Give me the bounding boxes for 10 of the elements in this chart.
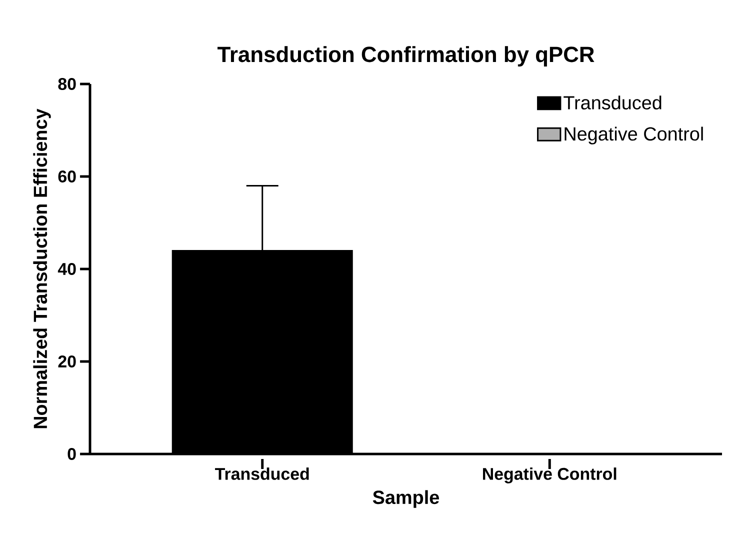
y-tick-label: 40 bbox=[58, 263, 76, 275]
legend-label: Transduced bbox=[564, 96, 662, 110]
x-axis-title: Sample bbox=[372, 490, 440, 508]
y-tick-label: 20 bbox=[58, 356, 76, 368]
y-axis-title: Normalized Transduction Efficiency bbox=[33, 108, 51, 428]
y-tick-label: 60 bbox=[58, 170, 76, 182]
chart-title: Transduction Confirmation by qPCR bbox=[218, 46, 594, 67]
y-tick-label: 0 bbox=[68, 448, 76, 460]
y-tick-label: 80 bbox=[58, 78, 76, 90]
legend-label: Negative Control bbox=[564, 126, 703, 144]
